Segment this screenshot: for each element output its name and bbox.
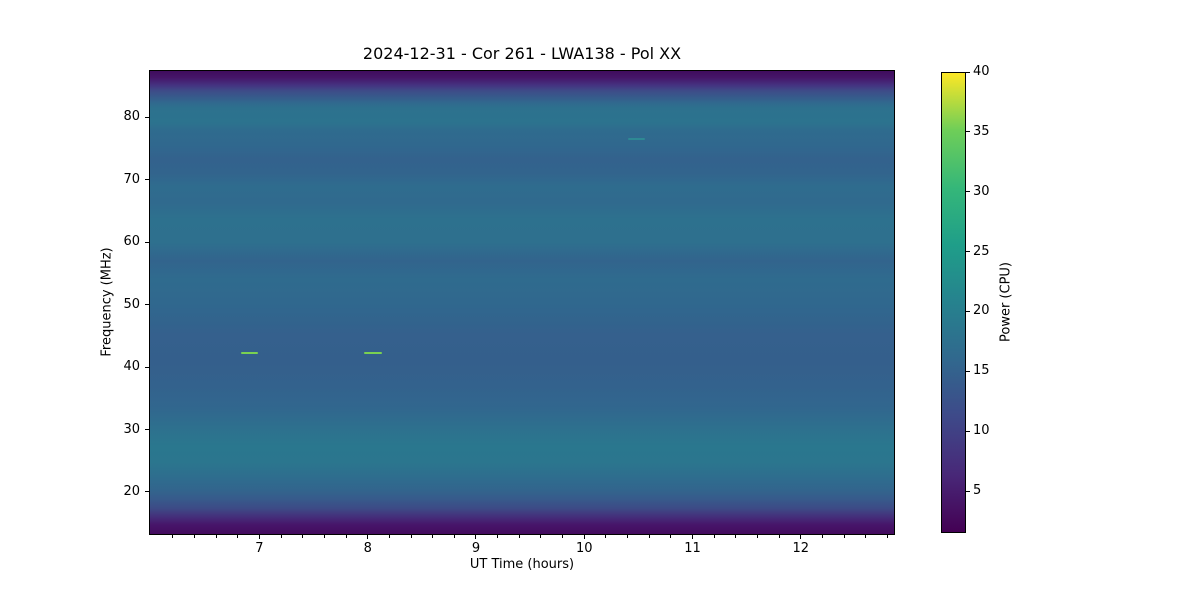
colorbar-tick-label: 40 [973,64,990,79]
colorbar-tick-label: 25 [973,243,990,259]
y-major-tick [145,304,149,306]
y-tick-label: 70 [123,171,140,187]
y-major-tick [145,491,149,493]
x-minor-tick [540,535,542,538]
y-major-tick [145,241,149,243]
x-minor-tick [193,535,195,538]
x-minor-tick [497,535,499,538]
x-minor-tick [345,535,347,538]
x-major-tick [583,535,585,539]
x-minor-tick [453,535,455,538]
y-major-tick [145,366,149,368]
x-tick-label: 12 [792,541,810,556]
x-minor-tick [432,535,434,538]
colorbar-tick [966,191,970,193]
x-minor-tick [388,535,390,538]
y-tick-label: 80 [123,109,140,125]
x-minor-tick [215,535,217,538]
colorbar-tick [966,251,970,253]
chart-title: 2024-12-31 - Cor 261 - LWA138 - Pol XX [362,44,682,63]
y-tick-label: 50 [123,296,140,312]
colorbar-tick [966,71,970,73]
colorbar-tick [966,310,970,312]
x-major-tick [258,535,260,539]
y-tick-label: 30 [123,421,140,437]
x-tick-label: 11 [684,541,701,556]
x-minor-tick [410,535,412,538]
x-minor-tick [562,535,564,538]
x-major-tick [475,535,477,539]
bright-burst-2 [364,351,382,354]
x-tick-label: 8 [363,541,372,556]
x-minor-tick [756,535,758,538]
bright-burst-1 [241,351,259,354]
x-major-tick [367,535,369,539]
x-minor-tick [627,535,629,538]
colorbar-tick-label: 35 [973,123,990,139]
x-minor-tick [302,535,304,538]
x-tick-label: 7 [255,541,264,556]
spectrogram-heatmap [149,70,895,535]
y-major-tick [145,179,149,181]
x-minor-tick [172,535,174,538]
x-minor-tick [778,535,780,538]
y-tick-label: 20 [123,483,140,499]
x-minor-tick [605,535,607,538]
x-minor-tick [648,535,650,538]
x-minor-tick [713,535,715,538]
x-tick-label: 9 [471,541,481,556]
x-axis-label: UT Time (hours) [469,557,575,572]
x-tick-label: 10 [575,541,593,556]
x-minor-tick [670,535,672,538]
colorbar-tick [966,370,970,372]
colorbar-tick [966,131,970,133]
colorbar-tick-label: 5 [973,483,982,499]
y-tick-label: 60 [123,234,140,250]
x-minor-tick [280,535,282,538]
x-minor-tick [237,535,239,538]
colorbar-tick-label: 20 [973,303,990,319]
x-major-tick [692,535,694,539]
faint-enhancement [627,138,645,141]
x-minor-tick [735,535,737,538]
x-minor-tick [865,535,867,538]
colorbar-label: Power (CPU) [998,261,1014,343]
colorbar-tick [966,490,970,492]
colorbar-tick [966,430,970,432]
colorbar [941,72,966,533]
x-minor-tick [518,535,520,538]
x-major-tick [800,535,802,539]
y-axis-label: Frequency (MHz) [99,247,115,357]
colorbar-tick-label: 30 [973,183,990,199]
x-minor-tick [821,535,823,538]
colorbar-tick-label: 15 [973,363,990,379]
y-major-tick [145,116,149,118]
x-minor-tick [843,535,845,538]
x-minor-tick [886,535,888,538]
y-major-tick [145,429,149,431]
x-minor-tick [323,535,325,538]
colorbar-tick-label: 10 [973,423,990,439]
y-tick-label: 40 [123,359,140,375]
